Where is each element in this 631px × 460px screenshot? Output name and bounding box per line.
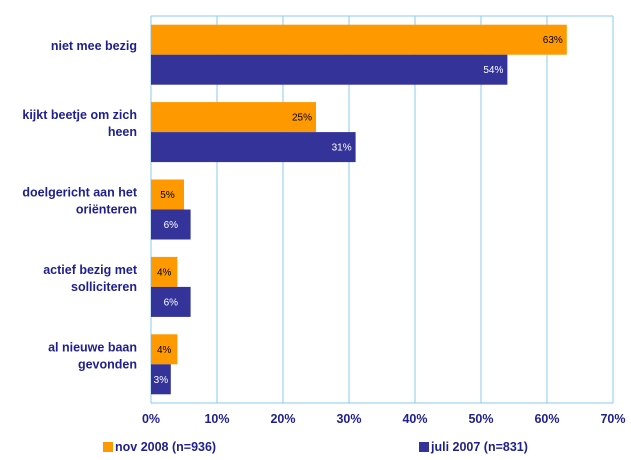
category-label: actief bezig met (43, 263, 138, 277)
category-label: solliciteren (71, 280, 137, 294)
category-label: al nieuwe baan (48, 340, 137, 354)
category-labels: niet mee bezig kijkt beetje om zich heen do… (22, 39, 137, 371)
category-label: gevonden (78, 357, 137, 371)
x-tick-label: 50% (468, 412, 493, 426)
bar-series-2 (151, 132, 356, 163)
bar-series-2 (151, 286, 191, 317)
bar-series-2 (151, 209, 191, 240)
legend-item-series-2: juli 2007 (n=831) (419, 439, 528, 455)
bars: 63% 54% 25% 31% 5% 6% 4% 6% 4% 3% (151, 24, 567, 395)
x-tick-label: 60% (534, 412, 559, 426)
bar-series-1 (151, 256, 178, 287)
bar-series-1 (151, 24, 567, 55)
legend-label-series-1: nov 2008 (n=936) (115, 440, 217, 454)
data-label: 6% (164, 297, 179, 308)
data-label: 6% (164, 220, 179, 231)
x-tick-label: 0% (142, 412, 160, 426)
x-axis-tick-labels: 0% 10% 20% 30% 40% 50% 60% 70% (142, 412, 626, 426)
data-label: 63% (543, 35, 563, 46)
x-tick-label: 10% (204, 412, 229, 426)
data-label: 25% (292, 113, 312, 124)
bar-series-1 (151, 179, 184, 210)
category-label: oriënteren (76, 203, 137, 217)
category-label: kijkt beetje om zich (22, 108, 137, 122)
legend-item-series-1: nov 2008 (n=936) (103, 439, 216, 455)
category-label: niet mee bezig (51, 39, 137, 53)
bar-series-1 (151, 334, 178, 365)
x-tick-label: 30% (336, 412, 361, 426)
legend-label-series-2: juli 2007 (n=831) (431, 440, 528, 454)
data-label: 5% (160, 190, 175, 201)
x-tick-label: 20% (270, 412, 295, 426)
bar-series-2 (151, 54, 508, 85)
data-label: 31% (332, 143, 352, 154)
data-label: 54% (483, 65, 503, 76)
legend-swatch-series-1 (103, 442, 113, 452)
bar-series-1 (151, 102, 316, 133)
bar-series-2 (151, 364, 171, 395)
data-label: 3% (154, 375, 169, 386)
category-label: heen (108, 125, 137, 139)
data-label: 4% (157, 267, 172, 278)
x-tick-label: 70% (600, 412, 625, 426)
category-label: doelgericht aan het (22, 186, 137, 200)
data-label: 4% (157, 345, 172, 356)
legend-swatch-series-2 (419, 442, 429, 452)
x-tick-label: 40% (402, 412, 427, 426)
